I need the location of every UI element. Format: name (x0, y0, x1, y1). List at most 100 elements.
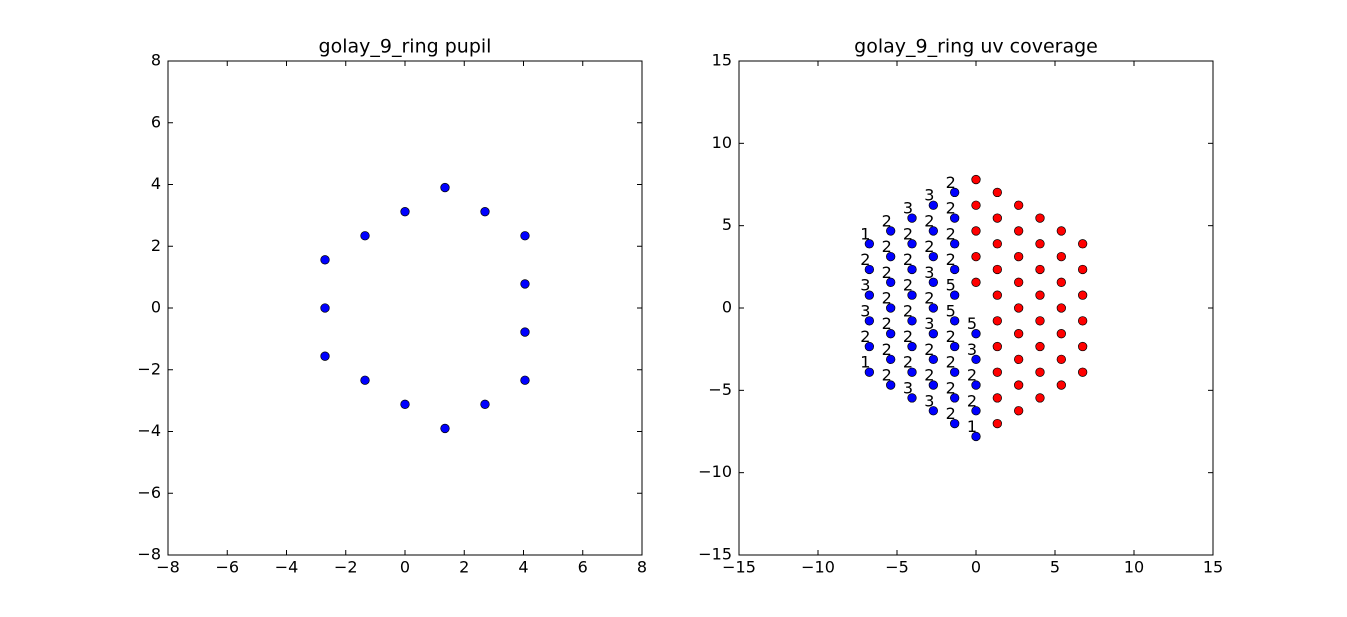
data-point (992, 393, 1002, 403)
data-point (950, 213, 960, 223)
data-point (950, 239, 960, 249)
data-point (907, 367, 917, 377)
data-point (1035, 341, 1045, 352)
point-label: 2 (903, 301, 913, 320)
point-label: 2 (860, 327, 870, 346)
data-point (1035, 239, 1045, 249)
data-point (971, 174, 981, 185)
data-point (864, 290, 874, 300)
data-point (907, 316, 917, 326)
point-label: 2 (946, 173, 956, 192)
y-tick-label: 0 (151, 298, 161, 317)
data-point (971, 431, 981, 442)
data-point (864, 316, 874, 326)
data-point (950, 418, 960, 429)
point-label: 2 (882, 340, 892, 359)
data-point (1077, 341, 1088, 352)
data-point (1014, 354, 1024, 365)
data-point (907, 213, 917, 223)
data-point (1077, 316, 1088, 326)
plot-frame (738, 60, 1214, 556)
point-label: 2 (882, 237, 892, 256)
data-point (1014, 226, 1024, 236)
data-point (1056, 380, 1066, 390)
point-label: 3 (903, 199, 913, 218)
data-point (886, 277, 896, 287)
data-point (864, 341, 874, 352)
data-point (971, 354, 981, 365)
data-point (440, 423, 450, 434)
point-label: 2 (882, 289, 892, 308)
data-point (1014, 406, 1024, 416)
y-tick-label: 4 (151, 174, 161, 193)
data-point (1056, 226, 1066, 236)
point-label: 3 (860, 301, 870, 320)
point-label: 2 (924, 289, 934, 308)
data-point (886, 226, 896, 236)
point-label: 2 (882, 314, 892, 333)
point-label: 3 (967, 340, 977, 359)
data-point (992, 239, 1002, 249)
data-point (886, 251, 896, 262)
data-point (907, 341, 917, 352)
data-point (1077, 290, 1088, 300)
data-point (928, 277, 938, 287)
data-point (886, 354, 896, 365)
data-point (928, 251, 938, 262)
point-label: 3 (860, 276, 870, 295)
y-tick-label: −6 (137, 483, 161, 502)
data-point (1014, 329, 1024, 339)
point-label: 3 (924, 263, 934, 282)
data-point (480, 399, 490, 409)
data-point (400, 399, 410, 409)
point-label: 2 (903, 276, 913, 295)
data-point (864, 239, 874, 249)
data-point (992, 367, 1002, 377)
point-label: 2 (860, 250, 870, 269)
data-point (1035, 367, 1045, 377)
data-point (360, 231, 370, 241)
y-tick-label: −8 (137, 545, 161, 564)
data-point (1035, 213, 1045, 223)
data-point (1077, 264, 1088, 275)
data-point (907, 393, 917, 403)
x-tick-label: −15 (722, 558, 756, 577)
point-label: 2 (882, 211, 892, 230)
data-point (320, 255, 330, 265)
point-label: 2 (967, 366, 977, 385)
data-point (907, 239, 917, 249)
data-point (320, 351, 330, 361)
data-point (1056, 354, 1066, 365)
data-point (950, 264, 960, 275)
data-point (992, 316, 1002, 326)
data-point (400, 207, 410, 217)
data-point (1056, 277, 1066, 287)
point-label: 2 (924, 366, 934, 385)
data-point (992, 213, 1002, 223)
x-tick-label: 2 (459, 558, 469, 577)
data-point (320, 303, 330, 313)
x-tick-label: 8 (637, 558, 647, 577)
point-label: 2 (946, 199, 956, 218)
data-point (886, 303, 896, 313)
data-point (971, 226, 981, 236)
data-point (928, 329, 938, 339)
y-tick-label: 10 (712, 133, 732, 152)
data-point (1035, 393, 1045, 403)
data-point (971, 200, 981, 210)
y-tick-label: 2 (151, 236, 161, 255)
chart-title: golay_9_ring pupil (319, 36, 492, 58)
point-label: 2 (946, 404, 956, 423)
data-point (1035, 264, 1045, 275)
data-point (928, 354, 938, 365)
x-tick-label: 0 (971, 558, 981, 577)
point-label: 3 (924, 186, 934, 205)
point-label: 5 (946, 301, 956, 320)
x-tick-label: 5 (1050, 558, 1060, 577)
data-point (992, 418, 1002, 429)
data-point (520, 327, 530, 337)
y-tick-label: −15 (698, 545, 732, 564)
point-label: 2 (903, 250, 913, 269)
data-point (928, 380, 938, 390)
data-point (1014, 200, 1024, 210)
